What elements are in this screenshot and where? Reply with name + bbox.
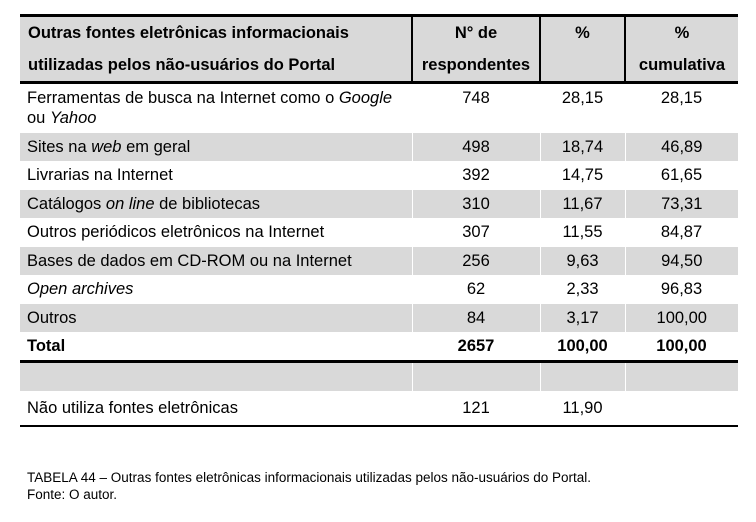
caption-title: TABELA 44 – Outras fontes eletrônicas in… [27, 470, 592, 485]
header-source-line2: utilizadas pelos não-usuários do Portal [28, 56, 336, 74]
label-text: Ferramentas de busca na Internet como o [27, 89, 339, 107]
total-cumulative: 100,00 [625, 332, 738, 363]
label-text: Catálogos [27, 195, 106, 213]
label-italic: Yahoo [49, 109, 97, 127]
table-row: Sites na web em geral 498 18,74 46,89 [20, 132, 738, 161]
table-row: Catálogos on line de bibliotecas 310 11,… [20, 189, 738, 218]
header-respondents-line2: respondentes [421, 56, 531, 74]
row-cumulative: 46,89 [624, 132, 738, 161]
row-respondents: 310 [411, 189, 540, 218]
label-italic: web [91, 138, 122, 156]
row-percent: 3,17 [539, 303, 625, 332]
data-table: Outras fontes eletrônicas informacionais… [20, 14, 738, 427]
total-percent: 100,00 [540, 332, 625, 363]
row-label: Sites na web em geral [20, 132, 412, 161]
row-percent: 9,63 [539, 246, 625, 275]
row-cumulative: 94,50 [624, 246, 738, 275]
table-row: Livrarias na Internet 392 14,75 61,65 [20, 161, 738, 190]
header-percent: % [539, 14, 625, 84]
non-user-percent: 11,90 [540, 391, 625, 427]
row-respondents: 84 [411, 303, 540, 332]
header-cumulative-line2: cumulativa [638, 56, 726, 74]
row-label: Outros [20, 303, 412, 332]
total-respondents: 2657 [412, 332, 540, 363]
row-cumulative: 100,00 [624, 303, 738, 332]
table-row: Bases de dados em CD-ROM ou na Internet … [20, 246, 738, 275]
row-respondents: 498 [411, 132, 540, 161]
row-label: Livrarias na Internet [27, 166, 173, 184]
row-cumulative: 96,83 [660, 280, 703, 298]
row-label: Catálogos on line de bibliotecas [20, 189, 412, 218]
label-text: em geral [121, 138, 191, 156]
header-source-line1: Outras fontes eletrônicas informacionais [28, 24, 349, 42]
row-label: Bases de dados em CD-ROM ou na Internet [20, 246, 412, 275]
row-label: Ferramentas de busca na Internet como o … [20, 83, 412, 133]
label-text: de bibliotecas [154, 195, 261, 213]
row-respondents: 392 [462, 166, 490, 184]
row-percent: 11,67 [539, 189, 625, 218]
total-label: Total [20, 332, 412, 363]
blank-separator-row [20, 361, 738, 391]
label-text: Sites na [27, 138, 92, 156]
row-label: Outros periódicos eletrônicos na Interne… [27, 223, 325, 241]
label-text: ou [27, 109, 50, 127]
header-respondents-line1: N° de [454, 24, 498, 42]
table-row: Open archives 62 2,33 96,83 [20, 275, 738, 304]
row-percent: 28,15 [561, 89, 604, 107]
row-percent: 18,74 [539, 132, 625, 161]
header-cumulative: % cumulativa [624, 14, 738, 84]
caption-source: Fonte: O autor. [27, 487, 118, 502]
table-header: Outras fontes eletrônicas informacionais… [20, 14, 738, 84]
row-label: Open archives [20, 275, 412, 304]
row-cumulative: 73,31 [624, 189, 738, 218]
total-row: Total 2657 100,00 100,00 [20, 332, 738, 363]
row-cumulative: 28,15 [660, 89, 703, 107]
non-user-respondents: 121 [412, 391, 540, 427]
header-source: Outras fontes eletrônicas informacionais… [20, 14, 412, 84]
header-cumulative-line1: % [674, 24, 690, 42]
table-row: Ferramentas de busca na Internet como o … [20, 83, 738, 133]
header-percent-line1: % [575, 24, 590, 42]
label-italic: Open archives [27, 280, 134, 298]
row-percent: 11,55 [562, 223, 603, 241]
label-italic: on line [105, 195, 155, 213]
row-percent: 2,33 [566, 280, 599, 298]
row-respondents: 62 [466, 280, 486, 298]
table-row: Outros 84 3,17 100,00 [20, 303, 738, 332]
label-italic: Google [338, 89, 393, 107]
non-user-label: Não utiliza fontes eletrônicas [20, 391, 412, 427]
header-respondents: N° de respondentes [411, 14, 540, 84]
row-cumulative: 61,65 [660, 166, 703, 184]
data-table-container: Outras fontes eletrônicas informacionais… [20, 14, 738, 427]
row-respondents: 307 [462, 223, 490, 241]
non-user-row: Não utiliza fontes eletrônicas 121 11,90 [20, 391, 738, 427]
row-respondents: 256 [411, 246, 540, 275]
table-caption: TABELA 44 – Outras fontes eletrônicas in… [27, 469, 747, 503]
row-percent: 14,75 [561, 166, 604, 184]
table-row: Outros periódicos eletrônicos na Interne… [20, 218, 738, 247]
row-respondents: 748 [462, 89, 490, 107]
row-cumulative: 84,87 [660, 223, 703, 241]
table-body: Ferramentas de busca na Internet como o … [20, 83, 738, 427]
